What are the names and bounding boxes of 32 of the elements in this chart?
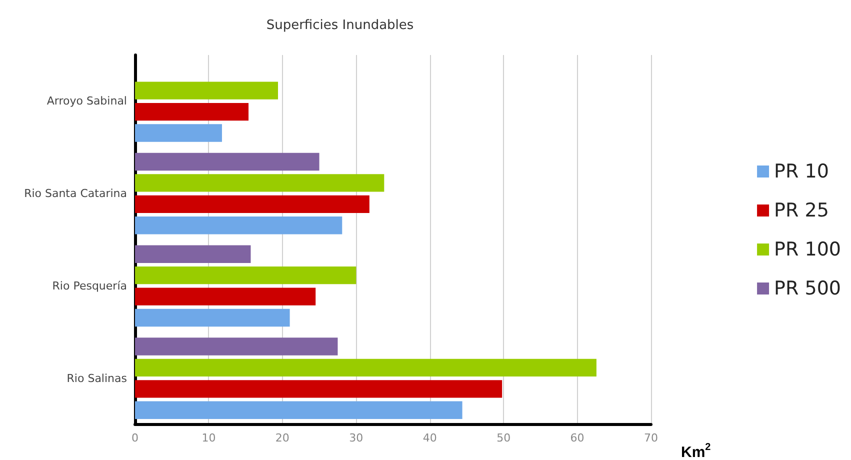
bar bbox=[135, 401, 462, 419]
x-tick-label: 50 bbox=[496, 432, 511, 444]
chart-title: Superficies Inundables bbox=[266, 18, 414, 33]
legend-label: PR 500 bbox=[774, 278, 842, 300]
x-tick-label: 60 bbox=[570, 432, 584, 444]
y-tick-label: Rio Salinas bbox=[66, 372, 128, 385]
bar bbox=[135, 152, 320, 171]
bar bbox=[135, 245, 251, 263]
y-tick-label: Rio Pesquería bbox=[52, 279, 127, 292]
x-tick-label: 40 bbox=[422, 432, 437, 444]
bar bbox=[135, 380, 502, 398]
bar bbox=[135, 82, 278, 100]
legend-label: PR 25 bbox=[774, 200, 829, 222]
x-tick-label: 10 bbox=[202, 432, 216, 444]
bar bbox=[135, 288, 316, 306]
x-tick-label: 20 bbox=[275, 432, 290, 444]
y-tick-label: Arroyo Sabinal bbox=[46, 94, 127, 108]
bar bbox=[135, 174, 384, 192]
legend-label: PR 10 bbox=[774, 160, 829, 182]
bar bbox=[135, 266, 356, 284]
bar bbox=[135, 102, 249, 121]
x-tick-label: 0 bbox=[132, 432, 138, 444]
bar bbox=[135, 308, 290, 327]
legend-label: PR 100 bbox=[774, 238, 842, 260]
x-tick-label: 30 bbox=[349, 432, 364, 444]
bar bbox=[135, 358, 596, 377]
bar bbox=[135, 338, 338, 356]
x-tick-label: 70 bbox=[644, 432, 658, 444]
y-tick-label: Rio Santa Catarina bbox=[24, 187, 127, 200]
bar bbox=[135, 216, 342, 234]
bar bbox=[135, 195, 370, 213]
bar bbox=[135, 124, 222, 142]
